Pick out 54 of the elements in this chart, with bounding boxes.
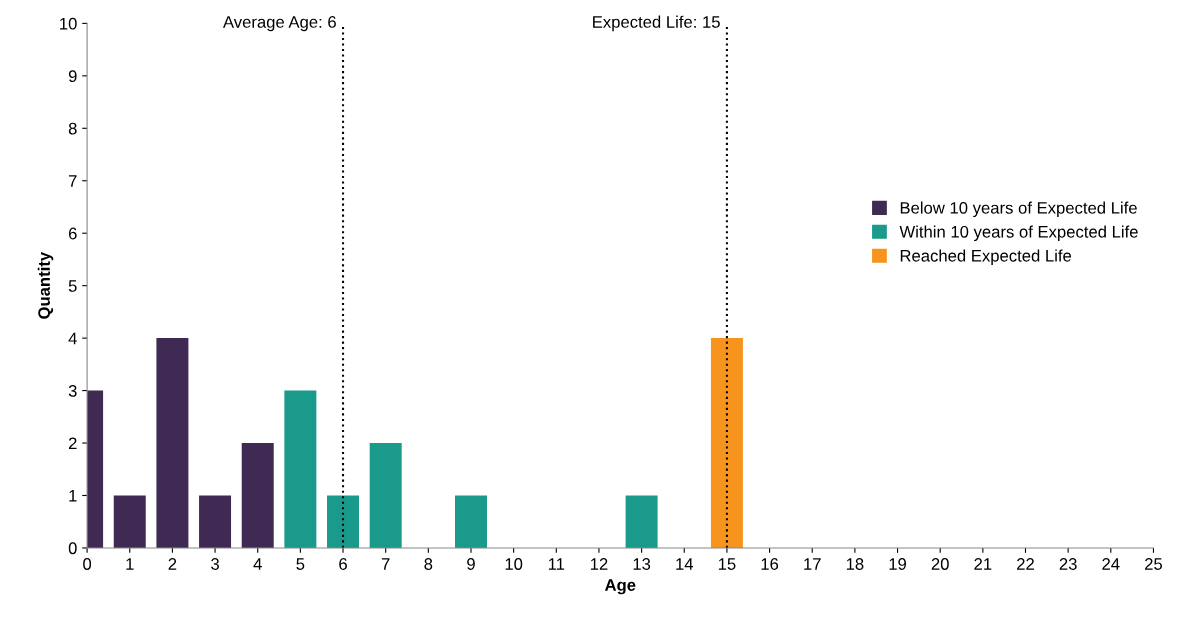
bar xyxy=(369,443,402,548)
x-tick-label: 4 xyxy=(253,558,262,570)
x-tick-label: 15 xyxy=(718,558,736,570)
y-tick-label: 9 xyxy=(68,70,77,83)
x-tick-label: 19 xyxy=(889,558,907,570)
bar xyxy=(241,443,274,548)
legend-label: Below 10 years of Expected Life xyxy=(900,201,1137,218)
y-tick-label: 3 xyxy=(68,384,77,397)
x-tick-label: 10 xyxy=(505,558,523,570)
x-tick-label: 14 xyxy=(676,558,694,570)
bar xyxy=(454,495,487,548)
bar xyxy=(327,495,360,548)
y-tick-label: 7 xyxy=(68,175,77,187)
legend-label: Within 10 years of Expected Life xyxy=(899,225,1138,242)
bar xyxy=(625,495,658,548)
bar xyxy=(284,390,317,548)
x-axis-title: Age xyxy=(604,579,636,595)
x-tick-label: 6 xyxy=(339,558,347,570)
bar xyxy=(710,338,743,548)
x-tick-label: 23 xyxy=(1059,558,1077,570)
y-axis-title: Quantity xyxy=(37,251,54,319)
x-tick-label: 21 xyxy=(974,558,992,570)
legend-label: Reached Expected Life xyxy=(900,249,1072,265)
ref-line-label: Expected Life: 15 xyxy=(593,15,720,32)
x-tick-label: 9 xyxy=(467,558,475,570)
y-tick-label: 4 xyxy=(68,332,77,345)
x-tick-label: 3 xyxy=(211,558,219,570)
y-tick-label: 5 xyxy=(68,280,77,292)
bar xyxy=(156,338,189,548)
y-tick-label: 2 xyxy=(68,437,77,450)
x-tick-label: 22 xyxy=(1017,558,1034,570)
x-tick-label: 2 xyxy=(168,558,177,570)
x-tick-label: 11 xyxy=(548,558,565,570)
bar xyxy=(199,495,232,548)
bar xyxy=(113,495,146,548)
y-tick-label: 8 xyxy=(68,122,77,135)
x-tick-label: 8 xyxy=(424,558,433,570)
x-tick-label: 20 xyxy=(931,558,949,570)
x-tick-label: 25 xyxy=(1145,558,1163,570)
x-tick-label: 5 xyxy=(296,558,305,570)
x-tick-label: 18 xyxy=(846,558,864,570)
y-tick-label: 6 xyxy=(68,227,77,240)
x-tick-label: 7 xyxy=(381,558,390,570)
y-tick-label: 1 xyxy=(69,490,77,502)
y-tick-label: 0 xyxy=(68,542,77,555)
x-tick-label: 12 xyxy=(590,558,608,570)
x-tick-label: 24 xyxy=(1102,558,1120,570)
ref-line-label: Average Age: 6 xyxy=(222,16,336,32)
x-tick-label: 1 xyxy=(126,558,134,570)
x-tick-label: 13 xyxy=(633,558,651,570)
x-tick-label: 0 xyxy=(83,558,92,570)
y-tick-label: 10 xyxy=(60,17,77,30)
x-tick-label: 16 xyxy=(761,558,779,570)
x-tick-label: 17 xyxy=(804,558,821,570)
